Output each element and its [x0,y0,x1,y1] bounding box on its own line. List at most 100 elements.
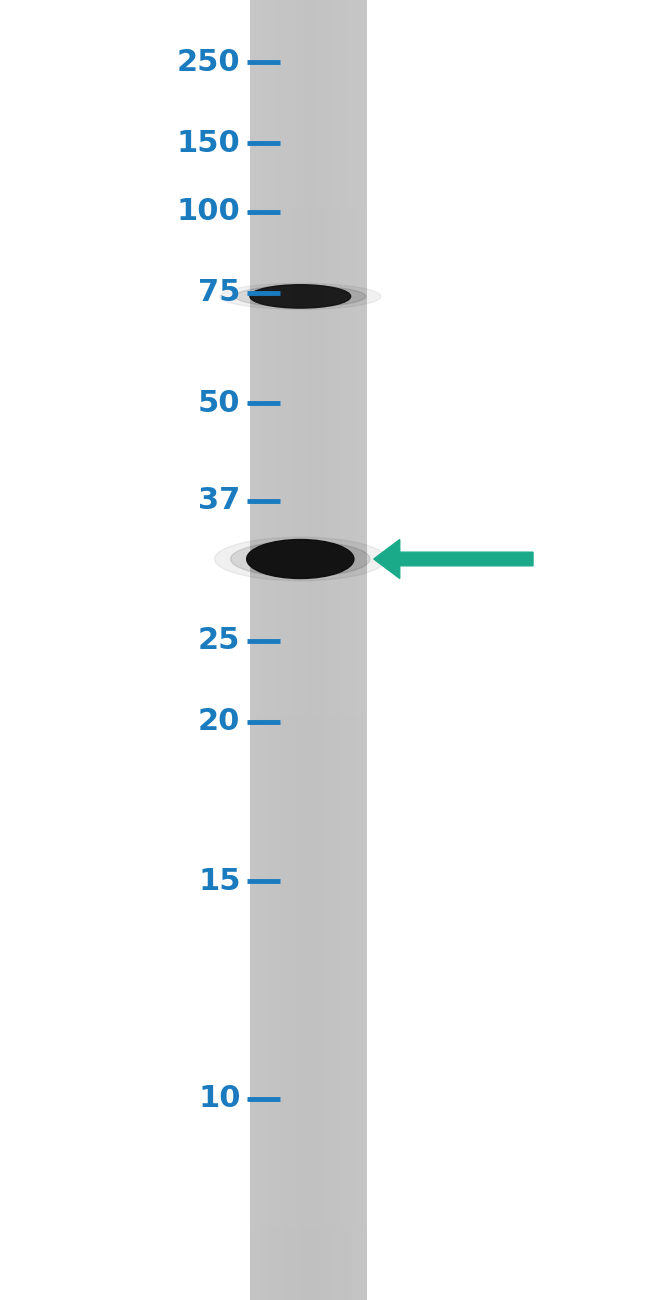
Bar [250,793,367,797]
Bar [250,1053,367,1057]
Bar [250,611,367,615]
Bar [250,0,367,4]
Bar [250,598,367,602]
Bar [250,581,367,585]
Bar [250,893,367,897]
Bar [250,1196,367,1200]
Bar [250,82,367,87]
Bar [250,689,367,693]
Bar [334,0,336,1300]
Text: 250: 250 [177,48,240,77]
Bar [250,910,367,914]
Bar [272,0,274,1300]
Bar [250,104,367,108]
Bar [250,1010,367,1014]
Bar [250,754,367,758]
Bar [260,0,262,1300]
Bar [250,234,367,238]
Bar [250,186,367,191]
Bar [250,1226,367,1231]
Bar [250,1075,367,1079]
Bar [250,698,367,702]
Bar [250,1101,367,1105]
Ellipse shape [250,285,351,308]
Bar [250,1014,367,1018]
Bar [250,871,367,875]
Bar [250,719,367,724]
Bar [250,438,367,442]
Bar [250,1265,367,1270]
FancyArrow shape [374,540,533,578]
Bar [250,962,367,966]
Bar [250,971,367,975]
Bar [250,95,367,100]
Bar [348,0,350,1300]
Bar [250,347,367,351]
Bar [281,0,283,1300]
Bar [250,533,367,537]
Bar [250,1157,367,1161]
Bar [250,1122,367,1127]
Bar [280,0,281,1300]
Bar [250,420,367,425]
Bar [250,559,367,563]
Bar [250,1105,367,1109]
Bar [250,724,367,728]
Bar [363,0,365,1300]
Bar [250,1057,367,1062]
Bar [250,264,367,269]
Bar [250,568,367,572]
Bar [250,39,367,43]
Text: 37: 37 [198,486,240,515]
Bar [250,273,367,277]
Bar [250,451,367,455]
Bar [250,1148,367,1153]
Bar [250,1192,367,1196]
Bar [268,0,270,1300]
Bar [250,702,367,706]
Bar [250,620,367,624]
Bar [250,277,367,282]
Bar [250,1213,367,1218]
Bar [250,204,367,208]
Bar [250,706,367,711]
Bar [250,984,367,988]
Bar [250,152,367,156]
Bar [338,0,340,1300]
Bar [250,65,367,69]
Bar [250,412,367,416]
Bar [250,355,367,360]
Bar [250,221,367,225]
Bar [250,1209,367,1213]
Bar [250,364,367,368]
Bar [250,776,367,780]
Bar [250,338,367,342]
Bar [250,607,367,611]
Bar [301,0,303,1300]
Bar [250,4,367,9]
Text: 10: 10 [198,1084,240,1113]
Bar [250,784,367,789]
Bar [250,1222,367,1226]
Bar [324,0,326,1300]
Bar [250,919,367,923]
Bar [250,1092,367,1096]
Bar [250,303,367,308]
Bar [250,87,367,91]
Bar [342,0,344,1300]
Bar [250,550,367,555]
Bar [250,429,367,433]
Bar [250,1109,367,1114]
Bar [250,1296,367,1300]
Bar [276,0,278,1300]
Bar [250,191,367,195]
Bar [250,485,367,490]
Bar [356,0,358,1300]
Bar [250,815,367,819]
Bar [250,555,367,559]
Bar [250,329,367,334]
Bar [250,940,367,945]
Bar [250,836,367,841]
Bar [361,0,363,1300]
Bar [250,69,367,74]
